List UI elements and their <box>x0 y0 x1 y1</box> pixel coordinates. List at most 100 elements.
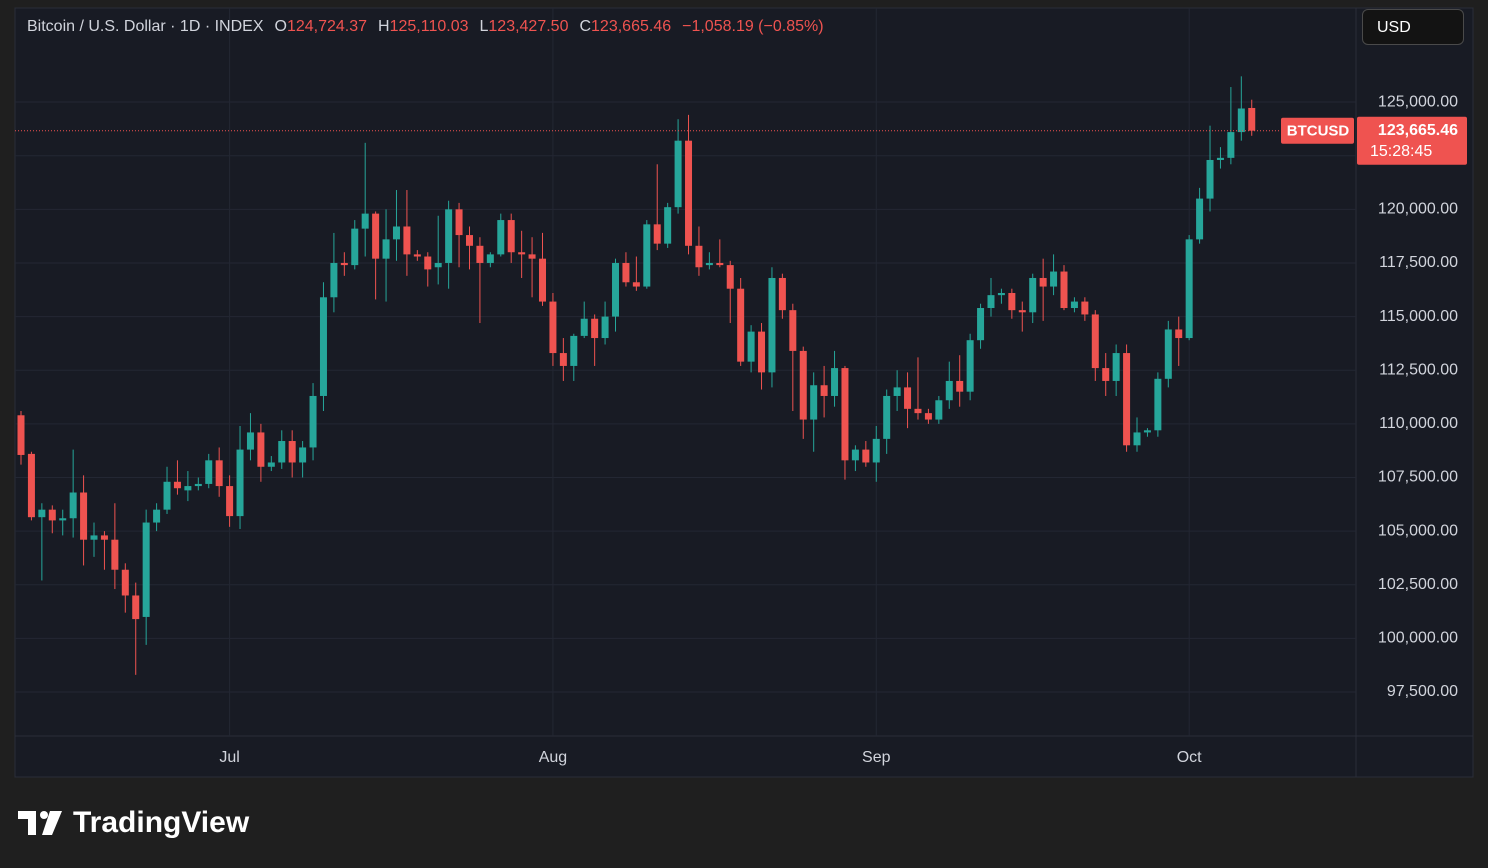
candle-body <box>1248 107 1256 131</box>
candle-body <box>465 235 473 246</box>
candle-body <box>382 239 390 259</box>
candle-body <box>695 245 703 268</box>
candle-body <box>1133 432 1141 446</box>
candle-body <box>685 140 693 246</box>
candle-body <box>904 387 912 409</box>
low-value: 123,427.50 <box>488 18 569 35</box>
candle-body <box>184 486 192 491</box>
tradingview-logo: TradingView <box>18 806 250 839</box>
candle-body <box>153 509 161 523</box>
candle-body <box>601 316 609 339</box>
candle-body <box>340 262 348 266</box>
x-tick-label: Sep <box>862 749 891 766</box>
candle-body <box>59 518 67 521</box>
y-tick-label: 97,500.00 <box>1387 683 1458 700</box>
candle-body <box>653 224 661 244</box>
candle-body <box>121 569 129 596</box>
candle-body <box>643 224 651 287</box>
candle-body <box>330 262 338 298</box>
candle-body <box>716 262 724 266</box>
candle-body <box>142 522 150 617</box>
candle-body <box>27 453 35 518</box>
y-tick-label: 115,000.00 <box>1379 308 1458 325</box>
close-label: C <box>579 18 592 35</box>
candle-body <box>1102 368 1110 381</box>
candle-body <box>236 449 244 517</box>
candle-body <box>1227 132 1235 158</box>
candle-body <box>841 368 849 461</box>
candle-body <box>570 335 578 366</box>
candle-body <box>851 449 859 461</box>
high-value: 125,110.03 <box>389 18 469 35</box>
x-tick-label: Oct <box>1177 749 1202 766</box>
candle-body <box>1123 353 1131 446</box>
candle-body <box>132 595 140 620</box>
brand-name: TradingView <box>73 806 250 839</box>
candle-body <box>528 254 536 259</box>
candle-body <box>580 318 588 336</box>
candle-body <box>215 460 223 487</box>
candle-body <box>768 277 776 373</box>
candle-body <box>1154 378 1162 431</box>
candle-body <box>1112 353 1120 381</box>
candle-body <box>226 486 234 517</box>
candle-body <box>1164 329 1172 379</box>
candle-body <box>497 220 505 255</box>
candle-body <box>924 413 932 420</box>
candle-body <box>69 492 77 519</box>
high-label: H <box>378 18 390 35</box>
candle-body <box>914 408 922 414</box>
candle-body <box>539 258 546 302</box>
y-tick-label: 125,000.00 <box>1378 93 1458 110</box>
currency-button[interactable]: USD <box>1362 9 1464 45</box>
candle-body <box>726 265 734 289</box>
candle-body <box>392 226 400 240</box>
candle-body <box>434 262 442 268</box>
y-tick-label: 120,000.00 <box>1378 201 1458 218</box>
candle-body <box>267 462 275 467</box>
candle-body <box>549 301 557 354</box>
candle-body <box>205 460 213 484</box>
candle-body <box>997 292 1005 296</box>
candle-body <box>1196 198 1204 240</box>
axes: 97,500.00 100,000.00 102,500.00 105,000.00 1… <box>219 93 1467 766</box>
candle-body <box>319 297 327 396</box>
candle-body <box>747 331 755 362</box>
candle-body <box>1018 310 1026 313</box>
logo-dot <box>40 811 48 819</box>
candle-body <box>90 535 98 540</box>
candle-body <box>507 220 515 253</box>
candle-body <box>351 228 359 266</box>
candle-body <box>758 331 766 373</box>
candle-body <box>1050 271 1058 287</box>
countdown-label: 15:28:45 <box>1370 143 1432 160</box>
candle-body <box>80 492 88 540</box>
candle-body <box>705 262 713 266</box>
candles <box>15 76 1356 675</box>
candle-body <box>1175 329 1183 339</box>
candle-body <box>246 432 254 450</box>
candle-body <box>674 140 682 208</box>
candle-body <box>1206 159 1214 199</box>
candle-body <box>361 213 369 229</box>
candle-body <box>445 209 453 263</box>
candle-body <box>17 415 25 455</box>
candle-body <box>1185 239 1193 339</box>
y-tick-label: 107,500.00 <box>1378 469 1458 486</box>
candle-body <box>1143 430 1151 433</box>
candle-body <box>309 395 317 448</box>
candle-body <box>612 262 620 317</box>
candle-body <box>111 539 119 570</box>
candle-body <box>486 254 494 263</box>
change-value: −1,058.19 (−0.85%) <box>682 18 824 35</box>
candle-body <box>820 385 828 396</box>
candle-body <box>883 395 891 439</box>
candle-body <box>194 483 202 487</box>
candle-body <box>799 350 807 420</box>
open-label: O <box>274 18 287 35</box>
ohlc-legend: Bitcoin / U.S. Dollar · 1D · INDEX O 124,… <box>27 16 824 38</box>
candle-body <box>789 310 797 351</box>
candle-body <box>1008 292 1016 311</box>
symbol-tag-label: BTCUSD <box>1287 123 1350 140</box>
